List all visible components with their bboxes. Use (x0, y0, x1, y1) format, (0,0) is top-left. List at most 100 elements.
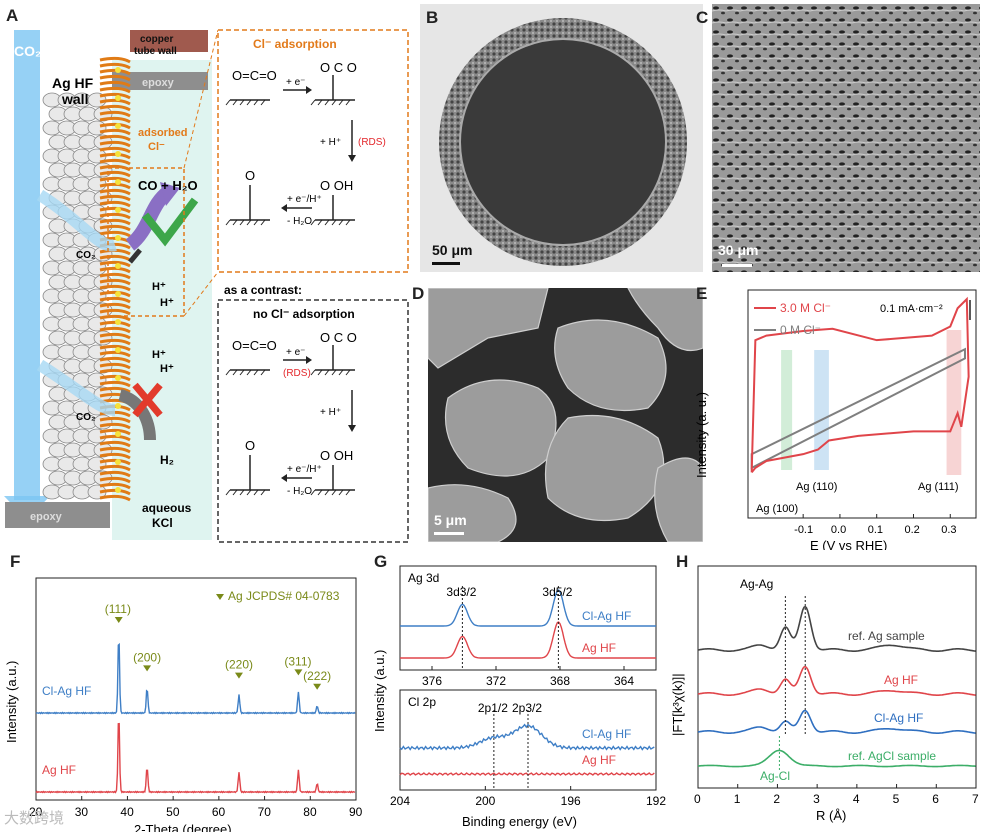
x-tick-label: 70 (258, 805, 272, 819)
x-tick-label: 60 (212, 805, 226, 819)
h-plus-2: H⁺ (160, 297, 174, 309)
series-cl-curve (750, 296, 970, 474)
panel-d-scale: 5 μm (434, 512, 467, 528)
surface-hatch (338, 369, 344, 376)
h-plus-1: H⁺ (152, 281, 166, 293)
series-label: ref. AgCl sample (848, 749, 936, 763)
series-label: Ag HF (582, 641, 616, 655)
legend-nocl: 0 M Cl⁻ (780, 323, 821, 337)
step2-label: + H⁺ (320, 137, 341, 148)
arrow-head (281, 204, 287, 212)
x-tick-label: 376 (422, 674, 442, 688)
surface-hatch (260, 369, 266, 376)
surface-hatch (310, 219, 316, 226)
x-tick-label: 40 (120, 805, 134, 819)
electron-dot (115, 403, 121, 409)
peak-label: 3d5/2 (542, 585, 572, 599)
x-tick-label: 20 (29, 805, 43, 819)
surface-hatch (317, 489, 323, 496)
legend-marker (216, 594, 224, 600)
y-axis-label: |FT[k³χ(k)]| (670, 673, 685, 736)
panel-f-label: F (10, 552, 21, 571)
step1-label: + e⁻ (286, 347, 305, 358)
x-tick-label: 5 (893, 792, 900, 806)
arrow-head (306, 86, 312, 94)
panel-b-label: B (426, 8, 439, 27)
surface-hatch (246, 99, 252, 106)
surface-hatch (331, 369, 337, 376)
panel-h-label: H (676, 552, 689, 571)
exafs-series (697, 749, 976, 768)
x-tick-label: 0.1 (868, 524, 883, 536)
panel-f: Cl-Ag HF Ag HF (111) (200) (220) (311) (222) Ag… (0, 552, 380, 837)
adsorbed-label-1: adsorbed (138, 127, 188, 139)
epoxy-top-label: epoxy (142, 77, 175, 89)
surface-hatch (345, 99, 351, 106)
current-scalebar-label: 0.1 mA·cm⁻² (880, 303, 943, 315)
agag-label: Ag-Ag (740, 577, 773, 591)
co2-label: CO₂ (14, 43, 41, 59)
surface-hatch (260, 219, 266, 226)
electron-dot (115, 67, 121, 73)
copper-label-2: tube wall (134, 46, 177, 57)
step3b-label: - H₂O (287, 486, 312, 497)
surface-hatch (232, 369, 238, 376)
co-h2o-label: CO + H₂O (138, 178, 198, 193)
cooh-molecule: O OH (320, 448, 353, 463)
peak-marker (313, 683, 322, 690)
surface-hatch (260, 99, 266, 106)
panel-c-scale: 30 μm (718, 242, 759, 258)
surface-hatch (225, 369, 231, 376)
surface-hatch (239, 99, 245, 106)
panel-h: ref. Ag sample Ag HF Cl-Ag HF ref. AgCl sam… (668, 552, 985, 832)
x-axis-label: Binding energy (eV) (462, 814, 577, 829)
surface-hatch (253, 99, 259, 106)
step3b-label: - H₂O (287, 216, 312, 227)
no-cl-title: no Cl⁻ adsorption (253, 307, 355, 321)
arrow-head (348, 425, 356, 432)
x-tick-label: 368 (550, 674, 570, 688)
panel-g-label: G (374, 552, 388, 571)
surface-hatch (253, 219, 259, 226)
peak-marker (143, 665, 152, 672)
electron-dot (115, 207, 121, 213)
rds-label: (RDS) (283, 368, 311, 379)
surface-hatch (331, 219, 337, 226)
panel-a: CO₂ Ag HF wall copper tube wall epoxy ep… (0, 0, 415, 548)
rds-label: (RDS) (358, 137, 386, 148)
xps-series (400, 621, 656, 659)
surface-hatch (225, 219, 231, 226)
surface-hatch (345, 219, 351, 226)
panel-e-label: E (696, 284, 708, 303)
step3a-label: + e⁻/H⁺ (287, 194, 322, 205)
x-tick-label: 0.0 (831, 524, 846, 536)
contrast-label: as a contrast: (224, 283, 302, 297)
exafs-series (697, 709, 976, 734)
peak-marker (234, 672, 243, 679)
co-molecule: O (245, 168, 255, 183)
arrow-head (348, 155, 356, 162)
peak-marker (114, 617, 123, 623)
h-plus-4: H⁺ (160, 363, 174, 375)
peak-label: (200) (133, 650, 161, 664)
series-label: Ag HF (884, 673, 918, 687)
adsorbed-label-2: Cl⁻ (148, 141, 165, 153)
x-tick-label: 372 (486, 674, 506, 688)
surface-hatch (331, 489, 337, 496)
panel-b-scale: 50 μm (432, 242, 473, 258)
xps-series (399, 772, 655, 776)
panel-b: B 50 μm (420, 4, 703, 272)
step2-label: + H⁺ (320, 407, 341, 418)
x-tick-label: 2 (773, 792, 780, 806)
x-tick-label: 204 (390, 794, 410, 808)
co-molecule: O (245, 438, 255, 453)
panel-d: D 5 μm (412, 284, 704, 543)
copper-label-1: copper (140, 34, 173, 45)
exafs-series (697, 605, 976, 652)
ag-hf-wall-label-2: wall (61, 91, 88, 107)
epoxy-bottom-label: epoxy (30, 511, 63, 523)
series-label: Ag HF (582, 753, 616, 767)
surface-hatch (310, 489, 316, 496)
plot-frame (747, 289, 977, 519)
x-tick-label: -0.1 (794, 524, 813, 536)
